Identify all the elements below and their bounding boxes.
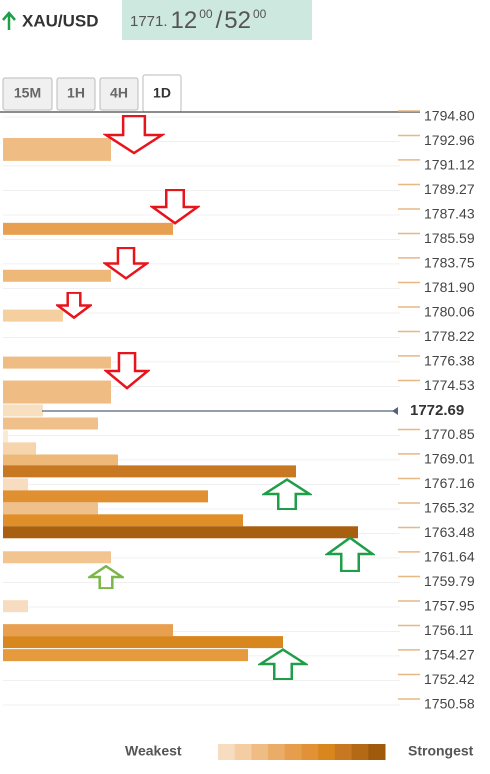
tab-label[interactable]: 1D (153, 85, 171, 101)
tab[interactable] (56, 77, 96, 111)
confluence-bar (3, 404, 43, 417)
y-tick-label: 1774.53 (424, 377, 475, 393)
y-tick-label: 1769.01 (424, 451, 475, 467)
tab-label[interactable]: 15M (14, 85, 41, 101)
support-arrow (258, 648, 308, 680)
support-arrow (88, 565, 124, 589)
confluence-bar (3, 222, 173, 235)
y-tick-label: 1780.06 (424, 304, 475, 320)
y-tick-label: 1754.27 (424, 647, 475, 663)
y-tick-label: 1756.11 (424, 622, 474, 638)
confluence-bar (3, 551, 111, 564)
legend-swatch (368, 744, 386, 760)
legend: Weakest Strongest (125, 743, 474, 760)
y-tick-label: 1757.95 (424, 598, 475, 614)
price-big2: 52 (224, 7, 251, 34)
legend-high: Strongest (408, 743, 474, 759)
tab[interactable] (99, 77, 139, 111)
confluence-bar (3, 269, 111, 282)
confluence-bar (3, 624, 173, 637)
y-tick-label: 1776.38 (424, 353, 475, 369)
y-tick-label: 1761.64 (424, 549, 475, 565)
resistance-arrow (150, 189, 200, 225)
legend-swatch (301, 744, 319, 760)
y-tick-label: 1791.12 (424, 157, 475, 173)
y-tick-label: 1763.48 (424, 524, 475, 540)
confluence-bar (3, 454, 118, 467)
confluence-bar (3, 391, 111, 404)
confluence-bar (3, 478, 28, 491)
legend-swatch (234, 744, 252, 760)
y-tick-label: 1752.42 (424, 671, 475, 687)
tabs: 15M 1H 4H 1D (2, 74, 182, 113)
legend-swatch (268, 744, 286, 760)
symbol: XAU/USD (22, 11, 99, 30)
tab-label[interactable]: 4H (110, 85, 128, 101)
price-sup: 00 (199, 7, 213, 21)
confluence-bar (3, 526, 358, 539)
confluence-bar (3, 380, 111, 393)
y-tick-label: 1789.27 (424, 181, 475, 197)
y-tick-label: 1794.80 (424, 108, 475, 124)
resistance-arrow (104, 115, 164, 155)
resistance-arrow (104, 352, 150, 390)
bars (3, 137, 358, 662)
y-tick-label: 1759.79 (424, 573, 475, 589)
price-box (122, 0, 312, 40)
current-price-marker (392, 407, 398, 415)
support-arrow (325, 536, 375, 572)
y-tick-label: 1781.90 (424, 279, 475, 295)
confluence-bar (3, 636, 283, 649)
price-main: 1771. (130, 13, 168, 30)
up-icon (2, 11, 16, 30)
y-tick-label: 1778.22 (424, 328, 475, 344)
header: XAU/USD 1771. 12 00/52 00 (2, 0, 312, 40)
y-tick-label: 1792.96 (424, 132, 475, 148)
confluence-bar (3, 514, 243, 527)
separator: / (216, 7, 223, 34)
confluence-bar (3, 430, 8, 443)
y-tick-label: 1765.32 (424, 500, 475, 516)
resistance-arrow (103, 247, 149, 280)
y-tick-label: 1767.16 (424, 475, 475, 491)
confluence-bar (3, 465, 296, 478)
y-tick-label: 1750.58 (424, 696, 475, 712)
legend-swatch (284, 744, 302, 760)
current-price-label: 1772.69 (410, 402, 464, 419)
y-tick-label: 1785.59 (424, 230, 475, 246)
confluence-bar (3, 442, 36, 455)
legend-swatch (318, 744, 336, 760)
confluence-bar (3, 417, 98, 430)
confluence-bar (3, 356, 111, 369)
confluence-bar (3, 490, 208, 503)
legend-swatch (351, 744, 369, 760)
price-sup2: 00 (253, 7, 267, 21)
confluence-bar (3, 649, 248, 662)
legend-swatch (334, 744, 353, 760)
grid (3, 116, 400, 706)
price-text: 1771. 12 00/52 00 (130, 7, 267, 34)
y-tick-label: 1783.75 (424, 255, 475, 271)
y-tick-label: 1787.43 (424, 206, 475, 222)
confluence-bar (3, 148, 111, 161)
price-axis: 1794.80 1792.96 1791.12 1789.27 1787.43 1785.… (42, 108, 475, 712)
tab[interactable] (2, 77, 53, 111)
legend-low: Weakest (125, 743, 182, 759)
confluence-bar (3, 600, 28, 613)
confluence-bar (3, 309, 63, 322)
y-tick-label: 1770.85 (424, 426, 475, 442)
confluence-bar (3, 137, 111, 150)
legend-swatch (251, 744, 269, 760)
confluence-bar (3, 502, 98, 515)
price-big: 12 (171, 7, 198, 34)
tab-label[interactable]: 1H (67, 85, 85, 101)
legend-swatch (218, 744, 236, 760)
